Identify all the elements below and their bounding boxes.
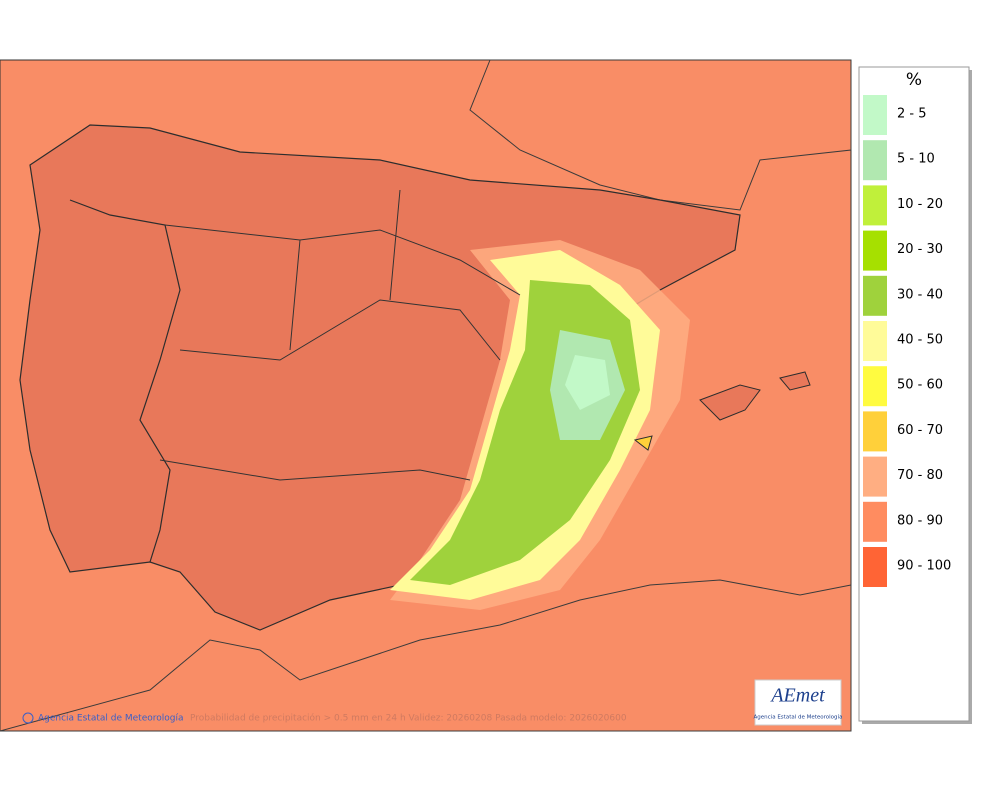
legend-swatch <box>863 411 887 452</box>
legend-label: 30 - 40 <box>897 287 943 302</box>
legend-label: 5 - 10 <box>897 152 935 167</box>
land-island <box>633 435 653 451</box>
map: Agencia Estatal de Meteorología Probabil… <box>0 59 852 732</box>
legend-label: 70 - 80 <box>897 468 943 483</box>
legend-swatch <box>863 456 887 497</box>
legend-label: 10 - 20 <box>897 197 943 212</box>
legend-label: 2 - 5 <box>897 107 927 122</box>
legend-swatch <box>863 547 887 587</box>
land-france <box>469 59 852 211</box>
legend-swatch <box>863 366 887 407</box>
border <box>159 189 521 481</box>
legend-title: % <box>906 70 922 90</box>
copyright: Agencia Estatal de Meteorología <box>38 714 184 724</box>
logo-subtitle: Agencia Estatal de Meteorología <box>754 714 843 721</box>
legend-label: 50 - 60 <box>897 378 943 393</box>
logo-box <box>754 679 842 726</box>
prob-zone <box>565 355 610 410</box>
copyright-icon <box>22 712 34 724</box>
legend-swatch <box>863 501 887 542</box>
legend: % 2 - 5 5 - 10 10 - 20 20 - 30 30 - 40 40 - 5… <box>858 66 972 724</box>
border <box>69 199 181 563</box>
land-island <box>779 371 811 391</box>
legend-swatch <box>863 275 887 316</box>
legend-label: 60 - 70 <box>897 423 943 438</box>
legend-swatch <box>863 140 887 181</box>
legend-label: 40 - 50 <box>897 333 943 348</box>
caption: Probabilidad de precipitación > 0.5 mm e… <box>190 713 627 724</box>
legend-label: 20 - 30 <box>897 242 943 257</box>
land-island <box>699 384 761 421</box>
land-africa <box>0 579 852 732</box>
legend-label: 80 - 90 <box>897 513 943 528</box>
legend-swatch <box>863 185 887 226</box>
legend-swatch <box>863 321 887 361</box>
legend-swatch <box>863 95 887 135</box>
logo-name: AEmet <box>769 685 825 707</box>
legend-label: 90 - 100 <box>897 559 951 574</box>
legend-swatch <box>863 230 887 271</box>
